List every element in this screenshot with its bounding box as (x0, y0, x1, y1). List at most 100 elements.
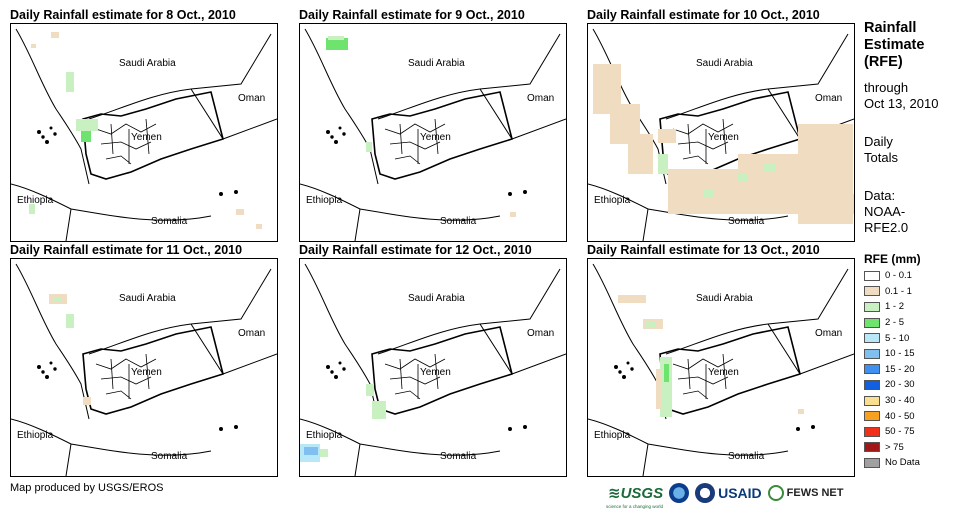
legend-label: 1 - 2 (885, 301, 905, 313)
label-somalia: Somalia (151, 451, 188, 462)
legend-swatch (864, 301, 880, 312)
noaa-logo (669, 483, 690, 503)
legend-swatch (864, 411, 880, 422)
label-oman: Oman (527, 328, 554, 339)
panel-title: Daily Rainfall estimate for 12 Oct., 201… (299, 243, 532, 257)
label-saudi-arabia: Saudi Arabia (696, 58, 753, 69)
label-oman: Oman (527, 93, 554, 104)
map-panel-oct-11: Saudi Arabia Oman Yemen Ethiopia Somalia (10, 258, 278, 477)
label-somalia: Somalia (440, 216, 477, 227)
panel-title: Daily Rainfall estimate for 9 Oct., 2010 (299, 8, 525, 22)
panel-title: Daily Rainfall estimate for 13 Oct., 201… (587, 243, 820, 257)
usaid-wordmark: USAID (718, 485, 762, 501)
label-yemen: Yemen (420, 132, 451, 143)
legend-label: > 75 (885, 441, 904, 453)
usaid-seal (695, 483, 716, 503)
legend-swatch (864, 379, 880, 390)
legend-title: RFE (mm) (864, 252, 921, 266)
legend-label: 0 - 0.1 (885, 270, 912, 282)
legend-swatch (864, 270, 880, 281)
label-somalia: Somalia (440, 451, 477, 462)
legend-label: 15 - 20 (885, 363, 915, 375)
label-ethiopia: Ethiopia (594, 430, 631, 441)
legend-item: 2 - 5 (864, 315, 920, 331)
legend-item: 15 - 20 (864, 362, 920, 378)
legend-item: No Data (864, 455, 920, 471)
legend-swatch (864, 442, 880, 453)
label-oman: Oman (238, 93, 265, 104)
legend-item: 5 - 10 (864, 330, 920, 346)
legend-item: 0 - 0.1 (864, 268, 920, 284)
legend-swatch (864, 333, 880, 344)
label-yemen: Yemen (131, 132, 162, 143)
label-somalia: Somalia (728, 216, 765, 227)
panel-title: Daily Rainfall estimate for 11 Oct., 201… (10, 243, 243, 257)
fews-net-wordmark: FEWS NET (786, 487, 844, 499)
legend-item: 30 - 40 (864, 393, 920, 409)
usgs-logo: ≋USGS science for a changing world (606, 484, 664, 509)
label-ethiopia: Ethiopia (306, 430, 343, 441)
legend-item: 0.1 - 1 (864, 284, 920, 300)
label-saudi-arabia: Saudi Arabia (408, 58, 465, 69)
rfe-title: Rainfall Estimate (RFE) (864, 20, 925, 70)
map-panel-oct-13: Saudi Arabia Oman Yemen Ethiopia Somalia (587, 258, 855, 477)
legend-label: No Data (885, 457, 920, 469)
panel-title: Daily Rainfall estimate for 8 Oct., 2010 (10, 8, 236, 22)
legend-label: 0.1 - 1 (885, 285, 912, 297)
label-ethiopia: Ethiopia (17, 430, 54, 441)
label-oman: Oman (815, 328, 842, 339)
legend-item: 1 - 2 (864, 299, 920, 315)
map-panel-oct-8: Saudi Arabia Oman Yemen Ethiopia Somalia (10, 23, 278, 242)
legend-swatch (864, 457, 880, 468)
rain-areas (618, 295, 804, 417)
label-saudi-arabia: Saudi Arabia (408, 293, 465, 304)
label-ethiopia: Ethiopia (594, 195, 631, 206)
label-saudi-arabia: Saudi Arabia (119, 58, 176, 69)
legend-swatch (864, 364, 880, 375)
rain-areas-moderate (658, 154, 775, 197)
label-oman: Oman (815, 93, 842, 104)
legend-label: 50 - 75 (885, 426, 915, 438)
rain-areas (593, 64, 854, 224)
legend-label: 30 - 40 (885, 395, 915, 407)
legend-swatch (864, 395, 880, 406)
daily-totals-label: Daily Totals (864, 134, 898, 165)
legend-label: 2 - 5 (885, 317, 905, 329)
label-ethiopia: Ethiopia (306, 195, 343, 206)
rain-areas (326, 36, 516, 217)
logo-strip: ≋USGS science for a changing world USAID… (606, 480, 844, 509)
legend-item: 10 - 15 (864, 346, 920, 362)
map-panel-oct-9: Saudi Arabia Oman Yemen Ethiopia Somalia (299, 23, 567, 242)
rain-areas (29, 32, 262, 229)
legend-item: 40 - 50 (864, 408, 920, 424)
label-yemen: Yemen (131, 367, 162, 378)
map-panel-oct-10: Saudi Arabia Oman Yemen Ethiopia Somalia (587, 23, 855, 242)
label-saudi-arabia: Saudi Arabia (696, 293, 753, 304)
map-panel-oct-12: Saudi Arabia Oman Yemen Ethiopia Somalia (299, 258, 567, 477)
fews-logo-icon (767, 485, 784, 501)
label-saudi-arabia: Saudi Arabia (119, 293, 176, 304)
rain-areas (49, 294, 91, 405)
legend-item: 20 - 30 (864, 377, 920, 393)
label-yemen: Yemen (420, 367, 451, 378)
label-oman: Oman (238, 328, 265, 339)
legend: 0 - 0.1 0.1 - 1 1 - 2 2 - 5 5 - 10 10 - 15 15 … (864, 268, 920, 471)
rain-areas (300, 384, 386, 462)
legend-label: 40 - 50 (885, 410, 915, 422)
label-yemen: Yemen (708, 132, 739, 143)
map-credit: Map produced by USGS/EROS (10, 482, 164, 494)
legend-label: 10 - 15 (885, 348, 915, 360)
label-ethiopia: Ethiopia (17, 195, 54, 206)
panel-title: Daily Rainfall estimate for 10 Oct., 201… (587, 8, 820, 22)
data-source: Data: NOAA- RFE2.0 (864, 188, 909, 235)
label-yemen: Yemen (708, 367, 739, 378)
legend-item: > 75 (864, 440, 920, 456)
legend-swatch (864, 348, 880, 359)
legend-label: 5 - 10 (885, 332, 910, 344)
date-range: through Oct 13, 2010 (864, 80, 939, 111)
legend-swatch (864, 426, 880, 437)
label-somalia: Somalia (728, 451, 765, 462)
legend-swatch (864, 286, 880, 297)
label-somalia: Somalia (151, 216, 188, 227)
legend-item: 50 - 75 (864, 424, 920, 440)
